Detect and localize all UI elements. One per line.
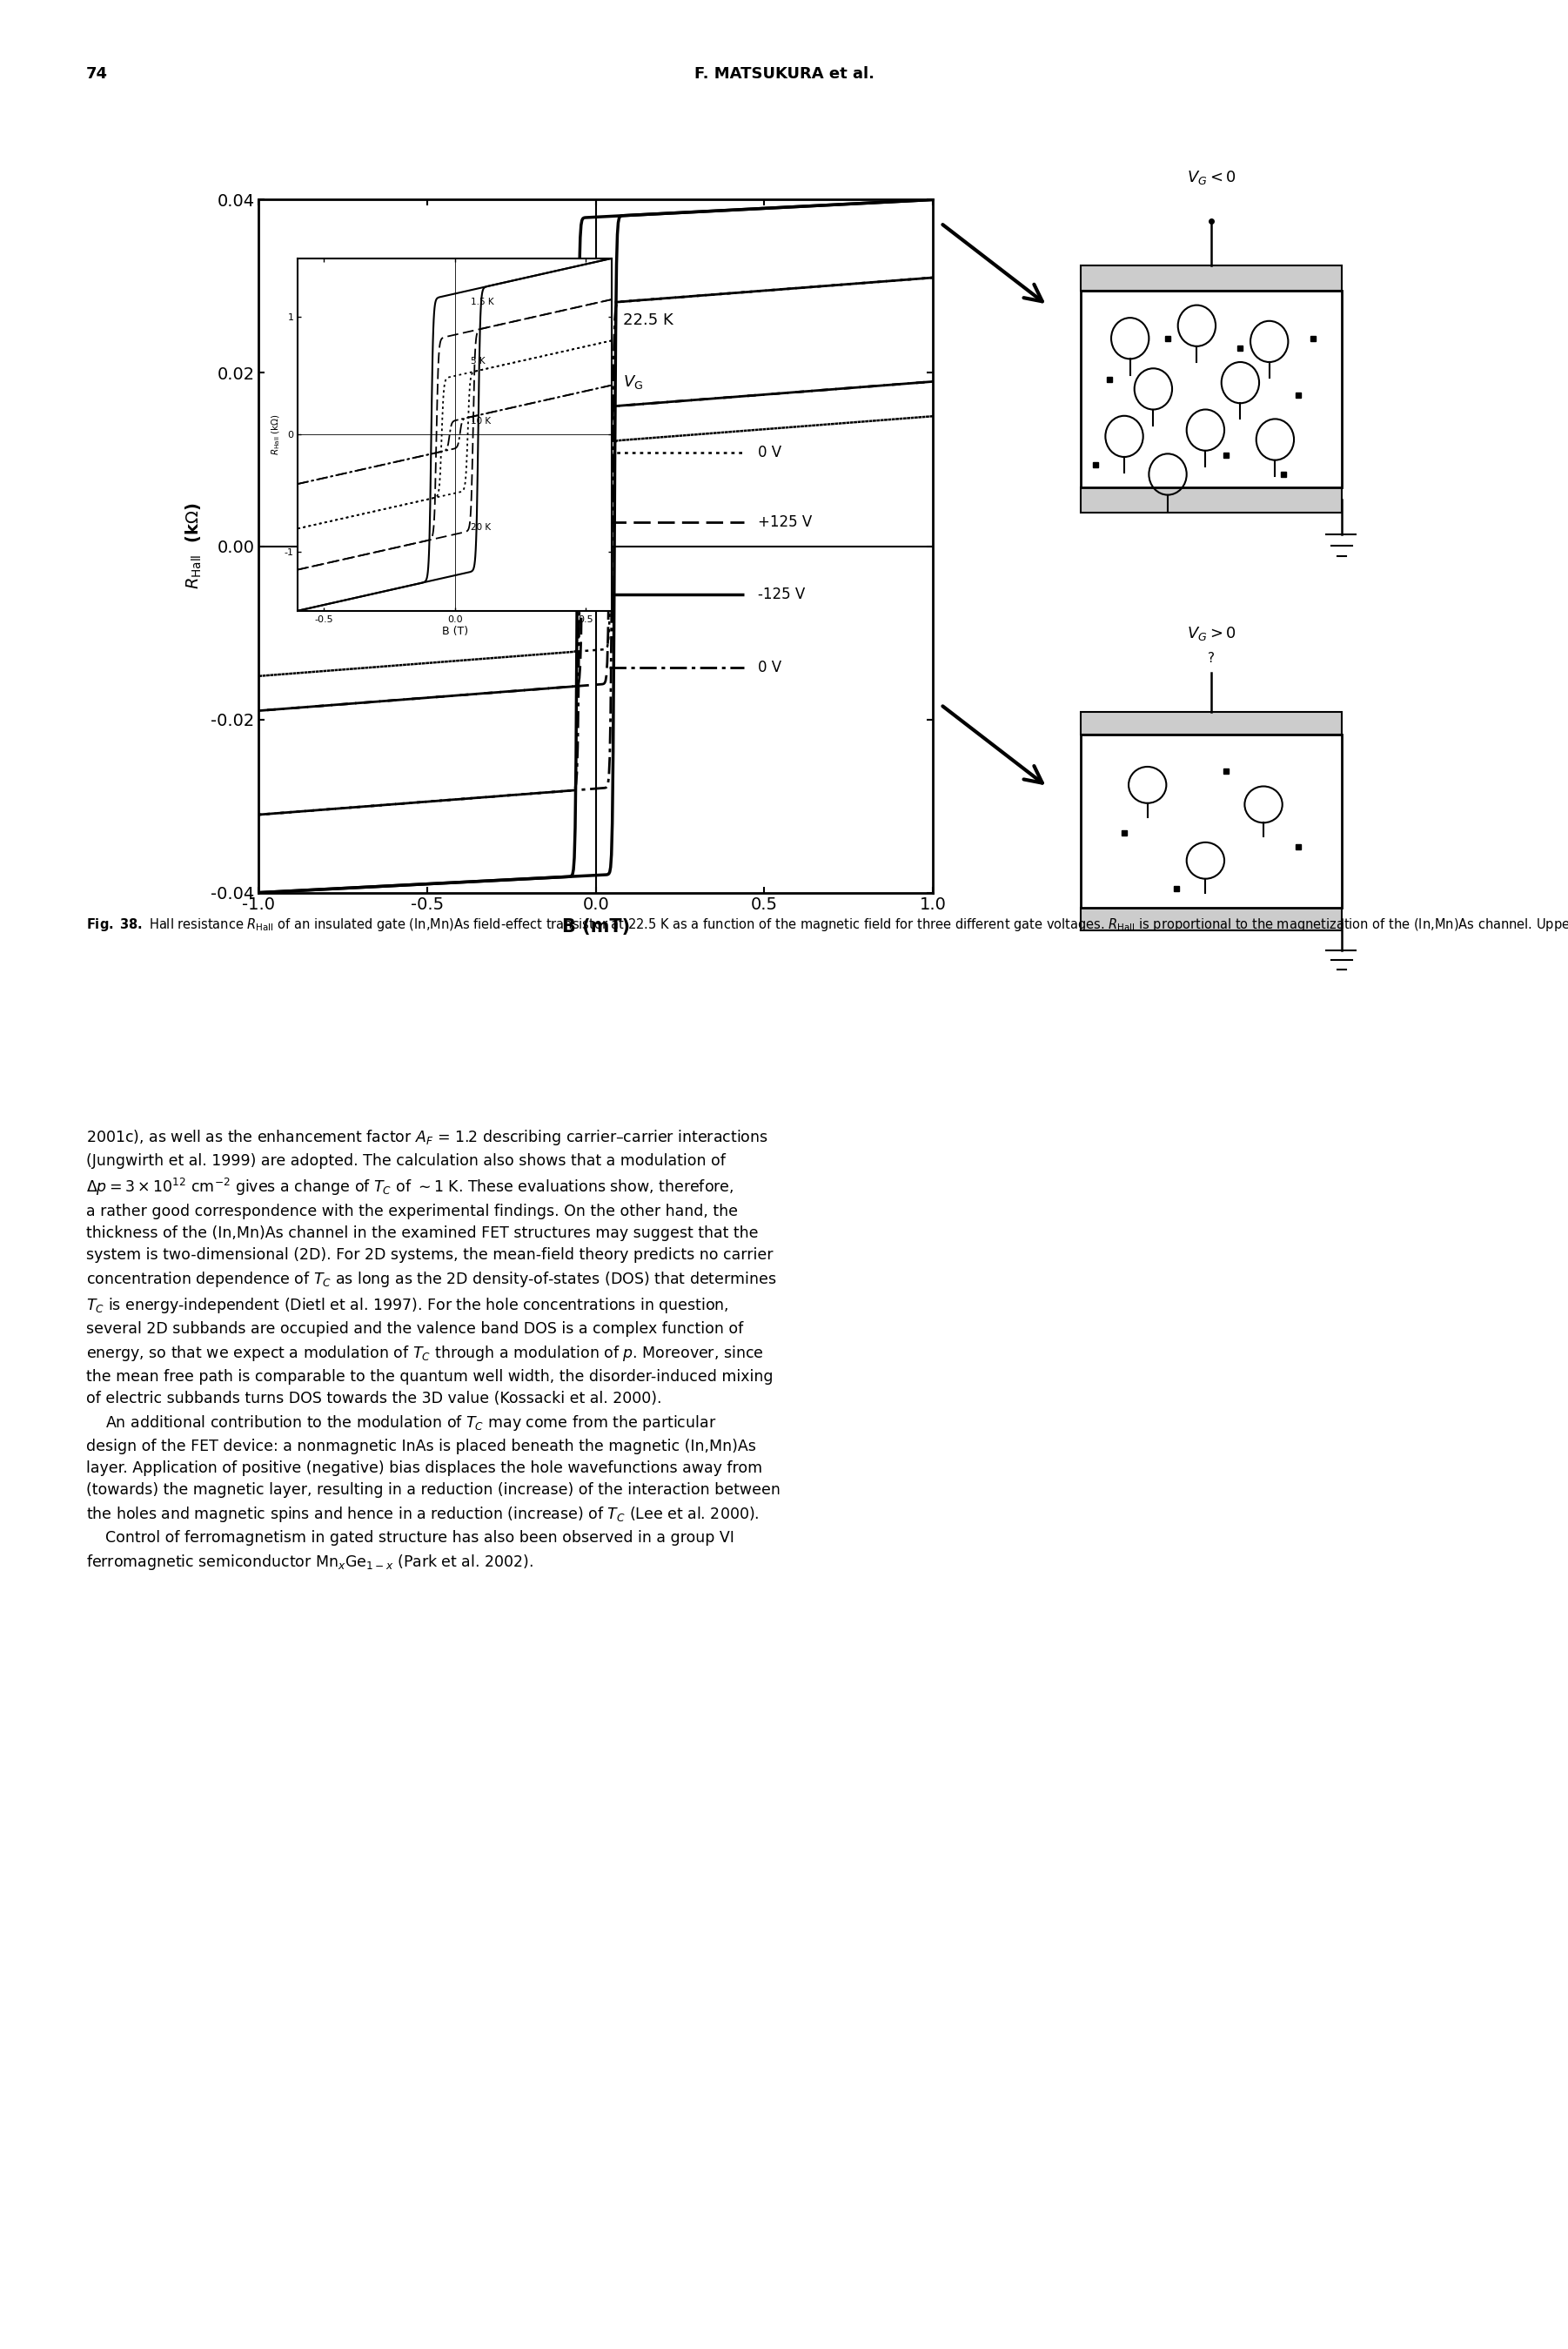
X-axis label: B (mT): B (mT) (561, 918, 630, 935)
Text: $V_{\rm G}$: $V_{\rm G}$ (622, 373, 643, 392)
Text: 0 V: 0 V (757, 444, 781, 460)
Text: 0 V: 0 V (757, 660, 781, 674)
X-axis label: B (T): B (T) (442, 627, 467, 637)
Bar (1080, 712, 1342, 735)
Text: 5 K: 5 K (470, 357, 485, 366)
Y-axis label: $R_{\rm Hall}$ (k$\Omega$): $R_{\rm Hall}$ (k$\Omega$) (270, 413, 282, 456)
Y-axis label: $R_{\rm Hall}$  (k$\Omega$): $R_{\rm Hall}$ (k$\Omega$) (183, 503, 204, 590)
Bar (1080, 265, 1342, 291)
Bar (1080, 909, 1342, 930)
Text: $V_G < 0$: $V_G < 0$ (1187, 169, 1236, 186)
Text: -125 V: -125 V (757, 587, 804, 601)
Bar (1080, 486, 1342, 512)
Text: 22.5 K: 22.5 K (622, 312, 673, 329)
Text: 1.5 K: 1.5 K (470, 298, 494, 305)
Text: 74: 74 (86, 66, 108, 82)
Text: +125 V: +125 V (757, 514, 812, 531)
Text: F. MATSUKURA et al.: F. MATSUKURA et al. (695, 66, 873, 82)
Text: ?: ? (1207, 651, 1215, 665)
Bar (1080, 291, 1342, 486)
Text: 2001c), as well as the enhancement factor $A_F$ = 1.2 describing carrier–carrier: 2001c), as well as the enhancement facto… (86, 1128, 781, 1571)
Bar (1080, 735, 1342, 909)
Text: $V_G > 0$: $V_G > 0$ (1187, 625, 1236, 641)
Text: 20 K: 20 K (470, 524, 491, 531)
Text: 10 K: 10 K (470, 418, 491, 425)
Text: $\bf{Fig.\ 38.}$ Hall resistance $R_{\rm Hall}$ of an insulated gate (In,Mn)As f: $\bf{Fig.\ 38.}$ Hall resistance $R_{\rm… (86, 916, 1568, 933)
